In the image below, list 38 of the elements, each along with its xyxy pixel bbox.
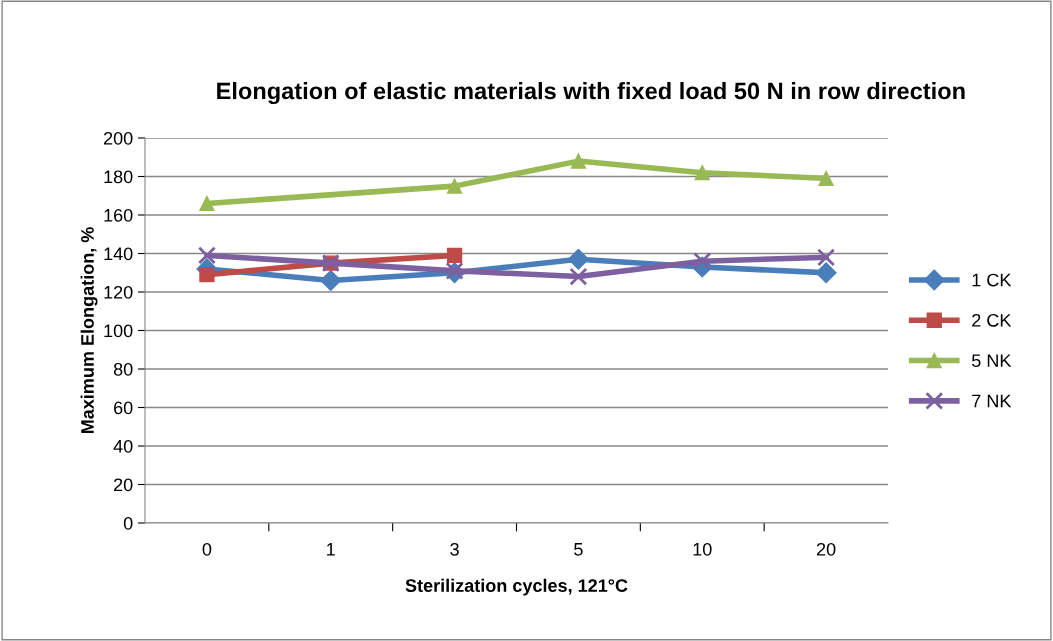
point xyxy=(817,248,836,267)
y-tick-label: 140 xyxy=(104,247,133,261)
point xyxy=(567,248,589,270)
point xyxy=(570,153,587,169)
y-tick-label: 60 xyxy=(114,401,133,415)
y-tick-label: 180 xyxy=(104,170,133,184)
point xyxy=(818,170,834,187)
x-tick-label: 3 xyxy=(450,542,459,556)
chart-title: Elongation of elastic materials with fixed load 50 N in row direction xyxy=(217,82,965,105)
y-tick-label: 100 xyxy=(104,324,133,338)
y-tick-label: 160 xyxy=(104,208,133,222)
y-tick-label: 20 xyxy=(114,478,133,492)
y-tick-label: 80 xyxy=(113,362,133,376)
point xyxy=(446,247,463,264)
y-tick-label: 40 xyxy=(113,439,133,453)
y-tick-label: 0 xyxy=(123,516,133,530)
y-axis-title: Maximum Elongation, % xyxy=(80,227,98,434)
point xyxy=(693,252,712,271)
point xyxy=(199,267,215,283)
y-tick-label: 120 xyxy=(104,285,133,299)
legend-label: 5 NK xyxy=(971,354,1012,368)
point xyxy=(815,262,837,284)
x-tick-label: 5 xyxy=(574,543,583,556)
x-tick-label: 20 xyxy=(816,542,836,556)
legend-label: 2 CK xyxy=(972,313,1012,327)
point xyxy=(197,246,216,265)
point xyxy=(199,195,215,212)
point xyxy=(694,165,710,181)
x-tick-label: 0 xyxy=(202,542,212,556)
x-tick-label: 10 xyxy=(693,542,712,556)
legend-label: 7 NK xyxy=(972,394,1012,408)
x-axis-title: Sterilization cycles, 121°C xyxy=(405,578,628,596)
x-tick-label: 1 xyxy=(327,543,335,556)
point xyxy=(320,269,342,291)
legend-label: 1 CK xyxy=(972,273,1012,287)
point xyxy=(569,267,588,286)
point xyxy=(446,178,463,194)
y-tick-label: 200 xyxy=(103,131,133,145)
